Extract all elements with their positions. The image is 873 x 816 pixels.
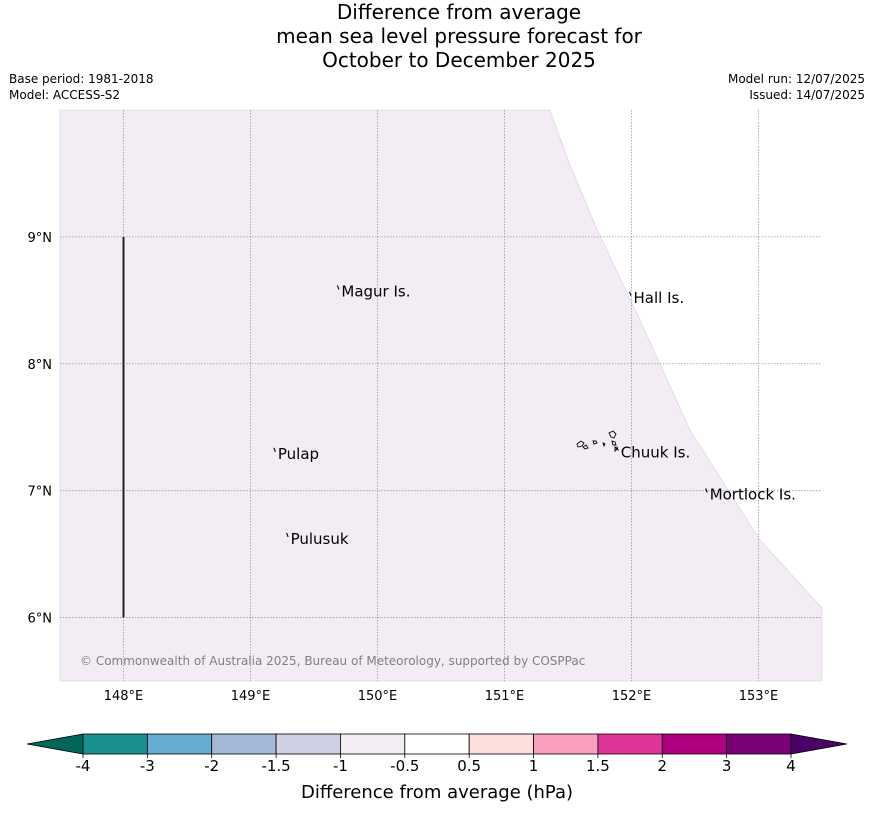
colorbar-segment bbox=[404, 733, 470, 755]
place-label: Pulusuk bbox=[291, 530, 349, 548]
island-outline bbox=[602, 442, 606, 448]
latitude-ticks: 9°N 8°N 7°N 6°N bbox=[28, 231, 53, 627]
longitude-tick-label: 149°E bbox=[231, 689, 271, 704]
place-label: Mortlock Is. bbox=[710, 485, 796, 503]
colorbar-tick-label: 4 bbox=[786, 757, 796, 775]
place-label: Chuuk Is. bbox=[621, 444, 690, 462]
colorbar-over-arrow bbox=[790, 733, 848, 755]
colorbar-tick-label: -2 bbox=[204, 757, 219, 775]
title-line-1: Difference from average bbox=[336, 0, 582, 24]
island-outlines bbox=[576, 430, 618, 453]
island-marker bbox=[705, 488, 708, 493]
model-name: Model: ACCESS-S2 bbox=[9, 88, 121, 102]
latitude-tick-label: 6°N bbox=[28, 612, 53, 627]
place-labels: Magur Is. Hall Is. Pulap Chuuk Is. Mortlock … bbox=[273, 282, 796, 548]
colorbar-title: Difference from average (hPa) bbox=[301, 782, 573, 803]
colorbar-tick-label: 1 bbox=[529, 757, 539, 775]
colorbar-tick-label: -3 bbox=[140, 757, 155, 775]
colorbar-tick-label: -0.5 bbox=[390, 757, 419, 775]
pressure-field bbox=[59, 109, 823, 682]
colorbar-tick-label: -1.5 bbox=[261, 757, 290, 775]
island-marker bbox=[336, 285, 340, 290]
model-run-date: Model run: 12/07/2025 bbox=[727, 72, 865, 86]
model-info: Base period: 1981-2018 Model: ACCESS-S2 bbox=[9, 71, 154, 103]
latitude-tick-label: 7°N bbox=[28, 485, 53, 500]
island-outline bbox=[608, 430, 617, 439]
colorbar-tick-label: -4 bbox=[76, 757, 91, 775]
issue-info: Model run: 12/07/2025 Issued: 14/07/2025 bbox=[728, 71, 865, 103]
colorbar: -4 -3 -2 -1.5 -1 -0.5 0.5 1 1.5 2 3 4 bbox=[26, 733, 848, 775]
title-line-2: mean sea level pressure forecast for bbox=[276, 24, 642, 48]
island-outline bbox=[592, 440, 598, 445]
base-period: Base period: 1981-2018 bbox=[9, 72, 154, 86]
island-marker bbox=[286, 532, 289, 538]
island-outline bbox=[576, 440, 585, 448]
colorbar-segment bbox=[146, 733, 213, 755]
colorbar-segment bbox=[275, 733, 341, 755]
title-line-3: October to December 2025 bbox=[322, 48, 596, 72]
colorbar-segment bbox=[726, 733, 792, 755]
colorbar-segment bbox=[468, 733, 534, 755]
colorbar-under-arrow bbox=[26, 733, 84, 755]
island-marker bbox=[273, 447, 276, 453]
colorbar-tick-label: 0.5 bbox=[457, 757, 481, 775]
longitude-tick-label: 150°E bbox=[358, 689, 398, 704]
colorbar-tick-label: 2 bbox=[657, 757, 667, 775]
colorbar-segment bbox=[597, 733, 663, 755]
longitude-tick-label: 148°E bbox=[104, 689, 144, 704]
longitude-tick-label: 151°E bbox=[485, 689, 525, 704]
chart-title: Difference from average mean sea level p… bbox=[0, 0, 873, 72]
place-label: Magur Is. bbox=[341, 282, 410, 300]
colorbar-segment bbox=[533, 733, 599, 755]
island-marker bbox=[628, 291, 632, 296]
island-marker bbox=[616, 446, 619, 451]
longitude-tick-label: 152°E bbox=[612, 689, 652, 704]
latitude-tick-label: 8°N bbox=[28, 358, 53, 373]
island-outline bbox=[582, 444, 589, 450]
place-label: Pulap bbox=[278, 445, 319, 463]
colorbar-tick-label: -1 bbox=[333, 757, 348, 775]
colorbar-segment bbox=[211, 733, 277, 755]
map-area[interactable]: Magur Is. Hall Is. Pulap Chuuk Is. Mortlock … bbox=[59, 109, 823, 682]
island-outline bbox=[611, 440, 617, 446]
colorbar-segment bbox=[82, 733, 148, 755]
colorbar-segment bbox=[340, 733, 406, 755]
latitude-tick-label: 9°N bbox=[28, 231, 53, 246]
longitude-tick-label: 153°E bbox=[739, 689, 779, 704]
longitude-ticks: 148°E 149°E 150°E 151°E 152°E 153°E bbox=[104, 689, 779, 704]
colorbar-segment bbox=[661, 733, 728, 755]
colorbar-tick-label: 3 bbox=[722, 757, 732, 775]
issued-date: Issued: 14/07/2025 bbox=[749, 88, 865, 102]
copyright-text: © Commonwealth of Australia 2025, Bureau… bbox=[80, 654, 585, 668]
island-outline bbox=[614, 445, 618, 453]
place-label: Hall Is. bbox=[634, 289, 685, 307]
colorbar-tick-label: 1.5 bbox=[586, 757, 610, 775]
